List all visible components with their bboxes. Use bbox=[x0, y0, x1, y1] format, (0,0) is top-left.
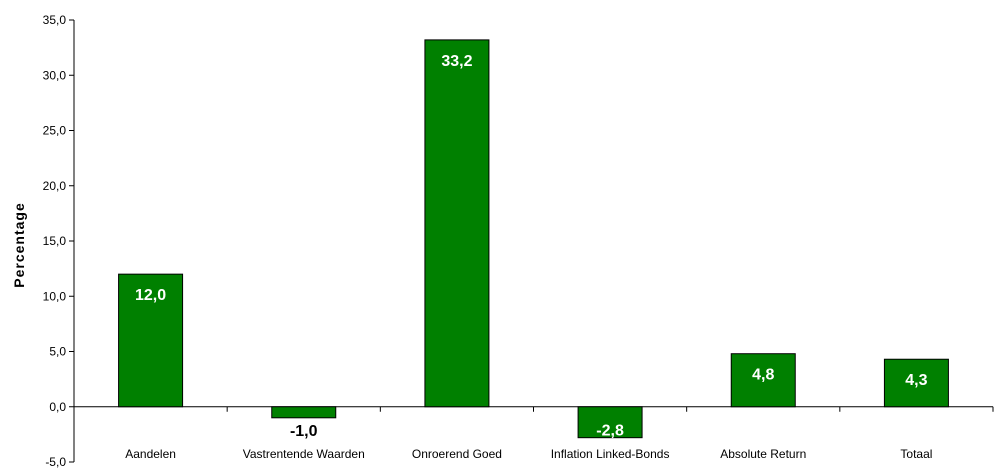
y-tick-label: 10,0 bbox=[43, 289, 67, 303]
bars bbox=[118, 39, 949, 439]
y-tick-label: 5,0 bbox=[49, 345, 66, 359]
data-label: 12,0 bbox=[135, 287, 166, 304]
y-tick-label: 20,0 bbox=[43, 179, 67, 193]
category-label: Totaal bbox=[900, 447, 932, 461]
bar bbox=[730, 353, 796, 408]
y-tick-label: 0,0 bbox=[49, 400, 66, 414]
bar bbox=[883, 358, 949, 408]
bar bbox=[118, 273, 184, 408]
axes: -5,0 0,0 5,0 10,0 15,0 20,0 25,0 30,0 35,0 bbox=[43, 13, 994, 468]
category-label: Absolute Return bbox=[720, 447, 806, 461]
data-label: 33,2 bbox=[441, 53, 472, 70]
category-label: Inflation Linked-Bonds bbox=[551, 447, 670, 461]
category-label: Onroerend Goed bbox=[412, 447, 502, 461]
bar bbox=[424, 39, 490, 408]
category-labels: Aandelen Vastrentende Waarden Onroerend Go… bbox=[125, 447, 932, 461]
data-labels: 12,0 -1,0 33,2 -2,8 4,8 4,3 bbox=[135, 53, 928, 440]
y-tick-label: 30,0 bbox=[43, 68, 67, 82]
data-label: 4,8 bbox=[752, 367, 774, 384]
bar bbox=[271, 406, 337, 419]
data-label: -1,0 bbox=[290, 423, 318, 440]
category-label: Aandelen bbox=[125, 447, 176, 461]
data-label: 4,3 bbox=[905, 372, 927, 389]
data-label: -2,8 bbox=[596, 423, 624, 440]
y-tick-label: 25,0 bbox=[43, 124, 67, 138]
y-tick-label: -5,0 bbox=[45, 455, 66, 468]
y-tick-label: 15,0 bbox=[43, 234, 67, 248]
y-axis-label: Percentage bbox=[11, 202, 27, 287]
category-label: Vastrentende Waarden bbox=[243, 447, 365, 461]
bar bbox=[577, 406, 643, 439]
y-tick-label: 35,0 bbox=[43, 13, 67, 27]
